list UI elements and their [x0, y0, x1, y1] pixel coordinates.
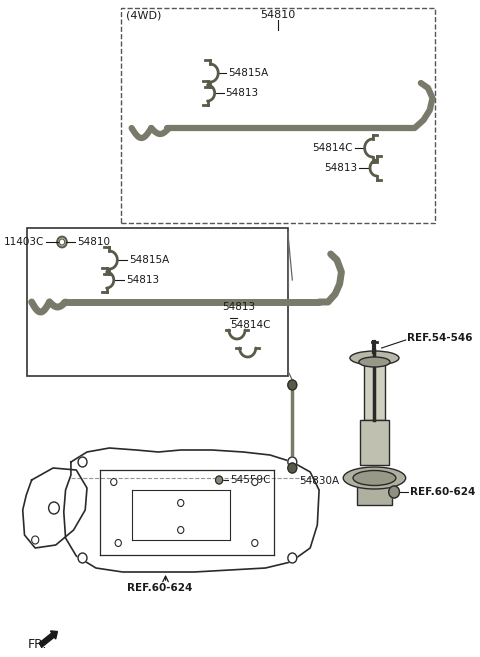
Text: 54813: 54813: [324, 163, 358, 173]
Text: 54813: 54813: [126, 275, 159, 285]
Text: 54813: 54813: [222, 302, 255, 312]
Text: 54814C: 54814C: [230, 320, 271, 330]
Circle shape: [115, 539, 121, 547]
Circle shape: [288, 457, 297, 467]
Text: REF.60-624: REF.60-624: [410, 487, 476, 497]
Circle shape: [288, 463, 297, 473]
Circle shape: [111, 478, 117, 486]
FancyArrow shape: [39, 631, 58, 647]
Ellipse shape: [353, 470, 396, 486]
Text: 54830A: 54830A: [300, 476, 339, 486]
Text: 54813: 54813: [226, 88, 259, 98]
Circle shape: [48, 502, 60, 514]
Bar: [121, 8, 435, 223]
Circle shape: [389, 486, 399, 498]
Ellipse shape: [359, 357, 390, 367]
Circle shape: [78, 457, 87, 467]
Circle shape: [178, 499, 184, 507]
Text: REF.54-546: REF.54-546: [408, 333, 473, 343]
Text: 54810: 54810: [77, 237, 110, 247]
Circle shape: [60, 239, 65, 245]
Circle shape: [252, 539, 258, 547]
Circle shape: [57, 237, 67, 248]
Text: 54815A: 54815A: [129, 255, 169, 265]
Circle shape: [32, 536, 39, 544]
Text: 54810: 54810: [261, 10, 296, 20]
Text: 54559C: 54559C: [230, 475, 270, 485]
Bar: [27, 228, 288, 376]
Ellipse shape: [343, 467, 406, 489]
Circle shape: [78, 553, 87, 563]
Circle shape: [178, 526, 184, 533]
Text: FR.: FR.: [28, 639, 48, 652]
Circle shape: [288, 553, 297, 563]
Circle shape: [288, 380, 297, 390]
Text: 54815A: 54815A: [228, 68, 268, 78]
Bar: [360, 420, 389, 465]
Ellipse shape: [350, 351, 399, 365]
Circle shape: [252, 478, 258, 486]
Text: (4WD): (4WD): [126, 10, 162, 20]
Text: REF.60-624: REF.60-624: [127, 583, 192, 593]
Text: 54814C: 54814C: [312, 143, 353, 153]
Bar: [357, 478, 392, 505]
Circle shape: [216, 476, 223, 484]
Bar: [364, 360, 385, 420]
Text: 11403C: 11403C: [4, 237, 44, 247]
